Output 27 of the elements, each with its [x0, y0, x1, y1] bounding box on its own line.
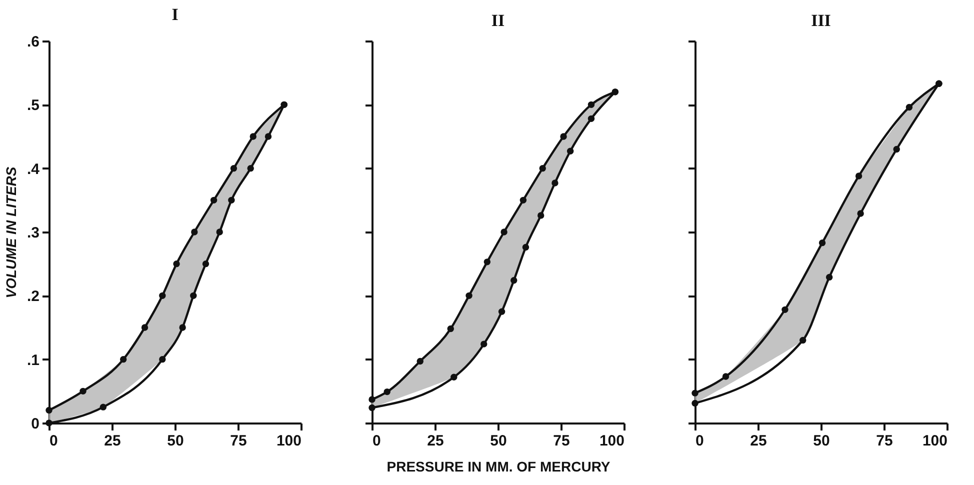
- x-tick-label: 50: [490, 432, 507, 450]
- y-tick-label: .2: [26, 288, 40, 306]
- x-tick-label: 100: [276, 432, 302, 450]
- y-tick-label: 0: [31, 416, 40, 432]
- y-tick-label: .5: [26, 97, 40, 114]
- y-tick-label: .6: [26, 34, 40, 50]
- x-tick-label: 100: [922, 432, 948, 450]
- x-tick-label: 75: [230, 432, 247, 450]
- x-tick-label: 0: [696, 432, 704, 450]
- y-axis-title: VOLUME IN LITERS: [2, 166, 19, 298]
- x-tick-label: 25: [427, 432, 444, 450]
- x-tick-label: 100: [599, 432, 624, 450]
- x-tick-label: 0: [372, 432, 381, 450]
- x-tick-label: 50: [813, 432, 830, 450]
- y-tick-label: .3: [26, 224, 40, 242]
- y-tick-label: .4: [26, 160, 40, 178]
- chart-title: II: [491, 11, 505, 30]
- chart-title: III: [811, 11, 832, 30]
- y-tick-label: .1: [26, 352, 40, 369]
- x-axis-title: PRESSURE IN MM. OF MERCURY: [386, 458, 611, 474]
- x-tick-label: 25: [104, 432, 121, 450]
- x-tick-label: 75: [553, 432, 570, 450]
- chart-title: I: [172, 5, 179, 24]
- x-tick-label: 25: [750, 432, 767, 450]
- x-tick-label: 75: [876, 432, 893, 450]
- x-tick-label: 0: [50, 432, 58, 450]
- x-tick-label: 50: [167, 432, 184, 450]
